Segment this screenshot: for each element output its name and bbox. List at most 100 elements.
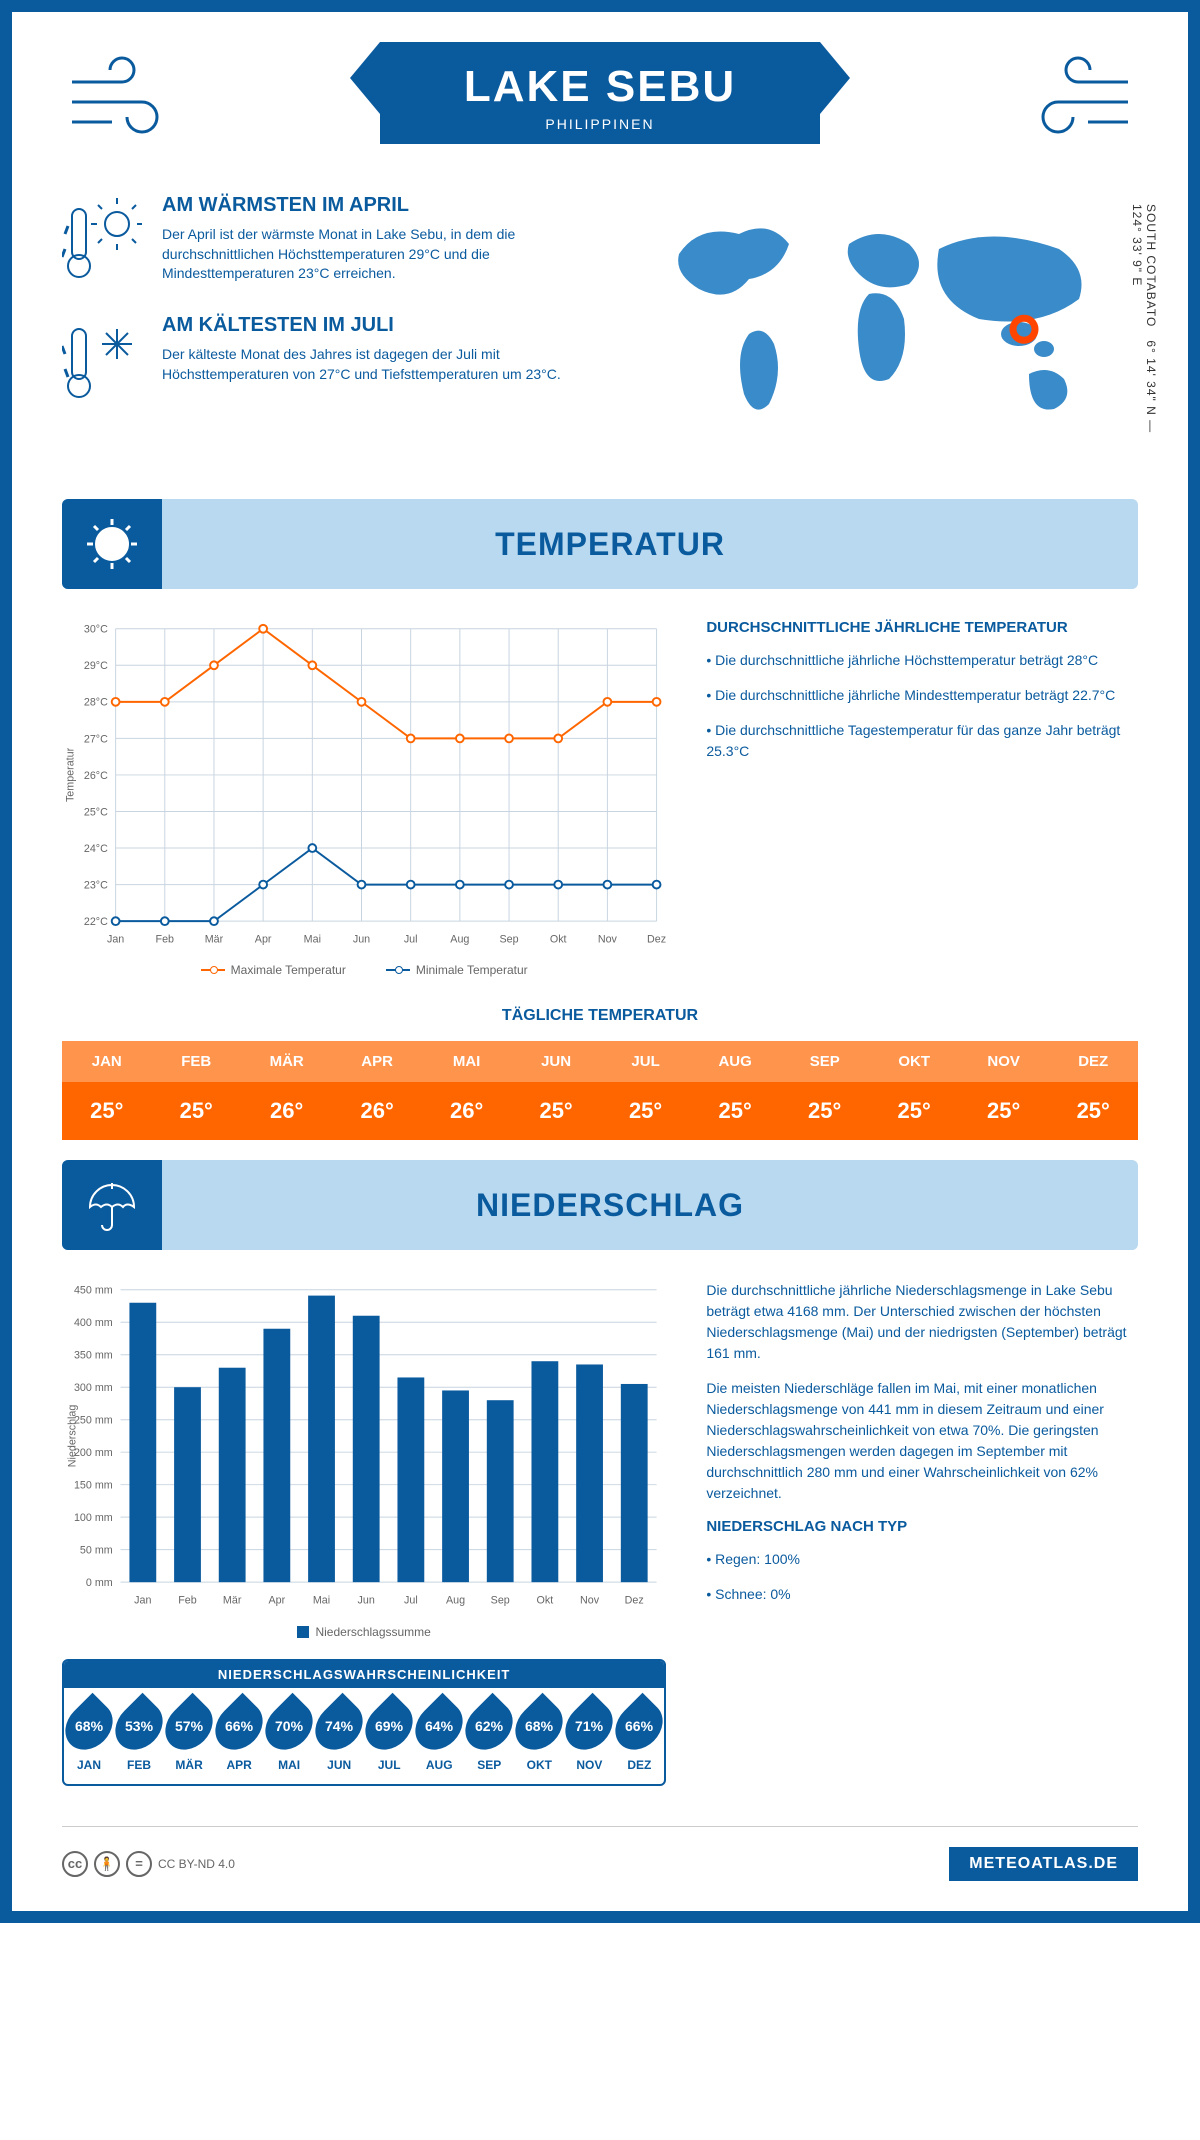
svg-text:Aug: Aug bbox=[446, 1595, 465, 1607]
svg-text:Dez: Dez bbox=[625, 1595, 644, 1607]
svg-text:Feb: Feb bbox=[178, 1595, 197, 1607]
temp-cell: 25° bbox=[780, 1082, 869, 1140]
header: LAKE SEBU PHILIPPINEN bbox=[62, 12, 1138, 194]
svg-text:Dez: Dez bbox=[647, 934, 666, 946]
svg-text:25°C: 25°C bbox=[84, 806, 108, 818]
prob-drop: 68%OKT bbox=[514, 1688, 564, 1784]
svg-text:Aug: Aug bbox=[450, 934, 469, 946]
coldest-block: AM KÄLTESTEN IM JULI Der kälteste Monat … bbox=[62, 314, 580, 404]
prob-drop: 70%MAI bbox=[264, 1688, 314, 1784]
month-header: JUN bbox=[511, 1041, 600, 1082]
wind-icon bbox=[62, 52, 182, 142]
section-title: NIEDERSCHLAG bbox=[182, 1187, 1138, 1224]
prob-drop: 69%JUL bbox=[364, 1688, 414, 1784]
svg-text:22°C: 22°C bbox=[84, 916, 108, 928]
temperature-info: DURCHSCHNITTLICHE JÄHRLICHE TEMPERATUR •… bbox=[706, 619, 1138, 977]
page-title: LAKE SEBU bbox=[460, 62, 740, 112]
svg-text:Okt: Okt bbox=[537, 1595, 554, 1607]
prob-drop: 66%APR bbox=[214, 1688, 264, 1784]
by-icon: 🧍 bbox=[94, 1851, 120, 1877]
month-header: JAN bbox=[62, 1041, 151, 1082]
prob-drop: 74%JUN bbox=[314, 1688, 364, 1784]
brand-badge: METEOATLAS.DE bbox=[949, 1847, 1138, 1881]
svg-text:100 mm: 100 mm bbox=[74, 1512, 113, 1524]
svg-text:Okt: Okt bbox=[550, 934, 567, 946]
svg-text:0 mm: 0 mm bbox=[86, 1577, 113, 1589]
svg-text:Feb: Feb bbox=[156, 934, 175, 946]
temp-cell: 26° bbox=[241, 1082, 332, 1140]
svg-text:Mai: Mai bbox=[313, 1595, 330, 1607]
chart-legend: Niederschlagssumme bbox=[62, 1625, 666, 1639]
svg-text:Apr: Apr bbox=[255, 934, 272, 946]
svg-text:Mai: Mai bbox=[304, 934, 321, 946]
temp-cell: 25° bbox=[959, 1082, 1048, 1140]
temperature-chart: 22°C23°C24°C25°C26°C27°C28°C29°C30°CJanF… bbox=[62, 619, 666, 950]
month-header: MÄR bbox=[241, 1041, 332, 1082]
svg-text:Nov: Nov bbox=[598, 934, 618, 946]
sun-icon bbox=[62, 499, 162, 589]
svg-text:400 mm: 400 mm bbox=[74, 1318, 113, 1330]
svg-text:Sep: Sep bbox=[499, 934, 518, 946]
svg-text:Jun: Jun bbox=[353, 934, 370, 946]
section-title: TEMPERATUR bbox=[182, 526, 1138, 563]
svg-text:23°C: 23°C bbox=[84, 879, 108, 891]
svg-text:300 mm: 300 mm bbox=[74, 1383, 113, 1395]
month-header: NOV bbox=[959, 1041, 1048, 1082]
svg-text:450 mm: 450 mm bbox=[74, 1285, 113, 1297]
umbrella-icon bbox=[62, 1160, 162, 1250]
daily-temp-title: TÄGLICHE TEMPERATUR bbox=[62, 1007, 1138, 1025]
month-header: MAI bbox=[422, 1041, 511, 1082]
svg-text:350 mm: 350 mm bbox=[74, 1350, 113, 1362]
chart-legend: Maximale Temperatur Minimale Temperatur bbox=[62, 963, 666, 977]
title-banner: LAKE SEBU PHILIPPINEN bbox=[380, 42, 820, 144]
warmest-text: Der April ist der wärmste Monat in Lake … bbox=[162, 225, 580, 284]
svg-text:30°C: 30°C bbox=[84, 624, 108, 636]
temp-cell: 25° bbox=[62, 1082, 151, 1140]
month-header: SEP bbox=[780, 1041, 869, 1082]
month-header: JUL bbox=[601, 1041, 690, 1082]
month-header: FEB bbox=[151, 1041, 240, 1082]
svg-text:50 mm: 50 mm bbox=[80, 1545, 113, 1557]
temp-cell: 25° bbox=[869, 1082, 958, 1140]
svg-text:Mär: Mär bbox=[205, 934, 224, 946]
svg-text:Apr: Apr bbox=[269, 1595, 286, 1607]
svg-text:26°C: 26°C bbox=[84, 770, 108, 782]
coldest-title: AM KÄLTESTEN IM JULI bbox=[162, 314, 580, 337]
summary-row: AM WÄRMSTEN IM APRIL Der April ist der w… bbox=[62, 194, 1138, 459]
month-header: AUG bbox=[690, 1041, 780, 1082]
page-subtitle: PHILIPPINEN bbox=[460, 116, 740, 132]
temp-cell: 25° bbox=[1048, 1082, 1138, 1140]
nd-icon: = bbox=[126, 1851, 152, 1877]
temp-cell: 25° bbox=[601, 1082, 690, 1140]
svg-text:200 mm: 200 mm bbox=[74, 1447, 113, 1459]
prob-drop: 71%NOV bbox=[564, 1688, 614, 1784]
svg-text:24°C: 24°C bbox=[84, 843, 108, 855]
cc-icon: cc bbox=[62, 1851, 88, 1877]
temp-cell: 25° bbox=[690, 1082, 780, 1140]
warmest-block: AM WÄRMSTEN IM APRIL Der April ist der w… bbox=[62, 194, 580, 284]
warmest-title: AM WÄRMSTEN IM APRIL bbox=[162, 194, 580, 217]
svg-text:Niederschlag: Niederschlag bbox=[67, 1405, 79, 1468]
prob-drop: 68%JAN bbox=[64, 1688, 114, 1784]
month-header: DEZ bbox=[1048, 1041, 1138, 1082]
month-header: OKT bbox=[869, 1041, 958, 1082]
daily-temp-table: JANFEBMÄRAPRMAIJUNJULAUGSEPOKTNOVDEZ 25°… bbox=[62, 1041, 1138, 1140]
svg-text:Jun: Jun bbox=[358, 1595, 375, 1607]
svg-text:150 mm: 150 mm bbox=[74, 1480, 113, 1492]
precipitation-info: Die durchschnittliche jährliche Niedersc… bbox=[706, 1280, 1138, 1785]
svg-text:Mär: Mär bbox=[223, 1595, 242, 1607]
svg-text:29°C: 29°C bbox=[84, 660, 108, 672]
world-map: SOUTH COTABATO 6° 14' 34" N — 124° 33' 9… bbox=[620, 194, 1138, 459]
prob-drop: 66%DEZ bbox=[614, 1688, 664, 1784]
svg-text:Jan: Jan bbox=[134, 1595, 151, 1607]
svg-text:Nov: Nov bbox=[580, 1595, 600, 1607]
prob-drop: 62%SEP bbox=[464, 1688, 514, 1784]
svg-text:Jul: Jul bbox=[404, 1595, 418, 1607]
map-svg bbox=[620, 194, 1138, 454]
prob-drop: 57%MÄR bbox=[164, 1688, 214, 1784]
prob-drop: 64%AUG bbox=[414, 1688, 464, 1784]
coordinates: SOUTH COTABATO 6° 14' 34" N — 124° 33' 9… bbox=[1130, 204, 1158, 459]
month-header: APR bbox=[332, 1041, 421, 1082]
svg-text:Temperatur: Temperatur bbox=[65, 747, 77, 802]
svg-text:250 mm: 250 mm bbox=[74, 1415, 113, 1427]
